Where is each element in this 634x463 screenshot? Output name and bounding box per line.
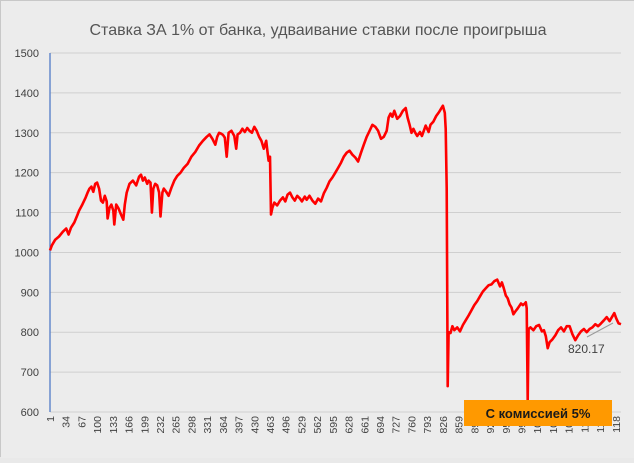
- x-tick-label: 430: [249, 416, 261, 434]
- x-tick-label: 529: [296, 416, 308, 434]
- y-tick-label: 700: [21, 367, 39, 379]
- x-tick-label: 199: [139, 416, 151, 434]
- x-tick-label: 397: [234, 416, 246, 434]
- last-value-label: 820.17: [568, 342, 605, 356]
- y-tick-label: 1200: [15, 168, 39, 180]
- commission-badge-label: С комиссией 5%: [486, 406, 591, 421]
- x-tick-label: 331: [202, 416, 214, 434]
- x-tick-label: 67: [76, 416, 88, 428]
- x-tick-label: 595: [328, 416, 340, 434]
- x-tick-label: 727: [391, 416, 403, 434]
- x-tick-label: 100: [92, 416, 104, 434]
- x-tick-label: 34: [61, 416, 73, 428]
- y-tick-label: 1500: [15, 48, 39, 60]
- x-tick-label: 118: [611, 416, 623, 433]
- x-tick-label: 826: [438, 416, 450, 434]
- x-tick-label: 661: [359, 416, 371, 434]
- y-tick-label: 1300: [15, 128, 39, 140]
- x-tick-label: 463: [265, 416, 277, 434]
- x-tick-label: 694: [375, 416, 387, 434]
- x-tick-label: 628: [344, 416, 356, 434]
- x-tick-label: 760: [406, 416, 418, 434]
- y-tick-label: 900: [21, 287, 39, 299]
- x-tick-label: 166: [124, 416, 136, 434]
- x-tick-label: 1: [45, 416, 57, 422]
- gridlines: [50, 52, 621, 413]
- x-tick-label: 232: [155, 416, 167, 434]
- annotations: 820.17 С комиссией 5%: [464, 322, 614, 426]
- y-tick-label: 600: [21, 407, 39, 419]
- x-tick-label: 793: [422, 416, 434, 434]
- y-axis-labels: 600 700 800 900 1000 1100 1200 1300 1400 1500: [15, 48, 39, 419]
- chart-title: Ставка ЗА 1% от банка, удваивание ставки…: [90, 22, 547, 39]
- x-tick-label: 562: [312, 416, 324, 434]
- x-tick-label: 298: [186, 416, 198, 434]
- x-tick-label: 364: [218, 416, 230, 434]
- y-tick-label: 1000: [15, 247, 39, 259]
- y-tick-label: 1400: [15, 88, 39, 100]
- trend-stub-line: [586, 322, 614, 338]
- x-tick-label: 265: [171, 416, 183, 434]
- x-tick-label: 133: [108, 416, 120, 434]
- y-tick-label: 800: [21, 327, 39, 339]
- x-tick-label: 859: [454, 416, 466, 434]
- series: [48, 104, 622, 402]
- y-tick-label: 1100: [15, 208, 39, 220]
- x-tick-label: 496: [281, 416, 293, 434]
- commission-badge: [464, 400, 612, 426]
- series-line-0: [48, 104, 622, 402]
